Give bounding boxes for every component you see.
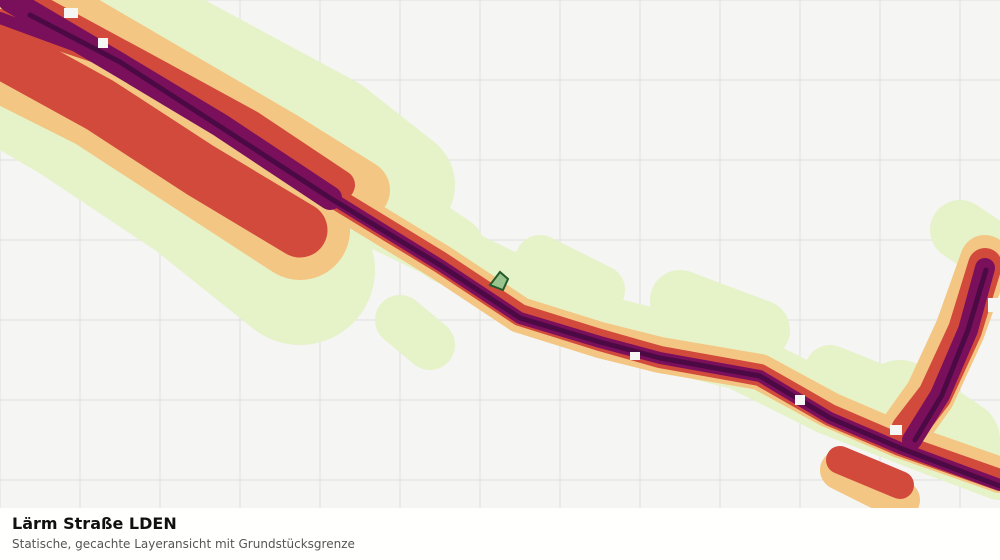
layer-title: Lärm Straße LDEN — [12, 514, 177, 533]
parcel-boundary[interactable] — [488, 270, 510, 292]
map-canvas — [0, 0, 1000, 508]
noise-map[interactable] — [0, 0, 1000, 508]
layer-caption: Lärm Straße LDEN Statische, gecachte Lay… — [0, 508, 1000, 560]
layer-subtitle: Statische, gecachte Layeransicht mit Gru… — [12, 537, 355, 551]
noise-zone-dark — [27, 12, 1000, 489]
raster-gaps — [64, 8, 1000, 435]
